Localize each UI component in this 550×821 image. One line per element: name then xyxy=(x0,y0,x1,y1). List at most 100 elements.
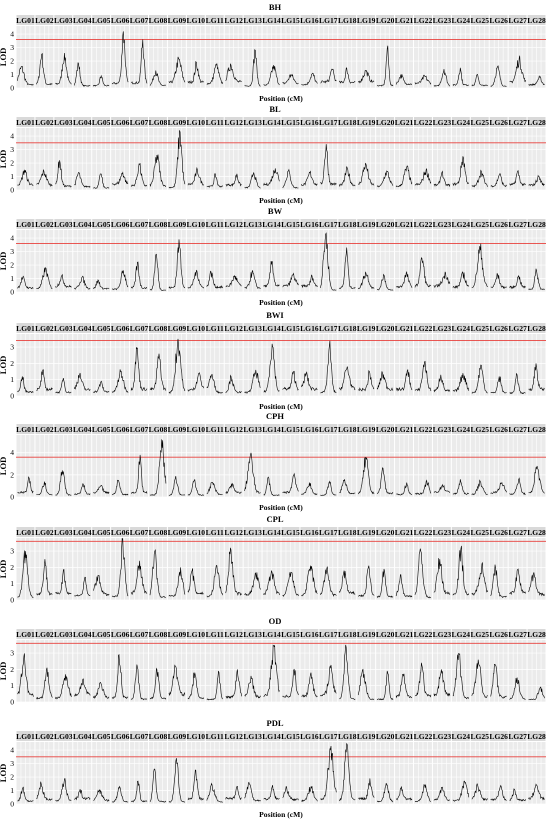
lg-strip xyxy=(432,424,451,434)
lg-strip xyxy=(35,424,54,434)
lg-strip xyxy=(243,117,262,127)
lg-strip xyxy=(395,323,413,333)
lod-trace-lg28 xyxy=(528,686,545,701)
lod-trace-lg15 xyxy=(282,571,299,597)
y-tick-label: 3 xyxy=(10,343,14,352)
lg-label: LG16 xyxy=(300,16,319,25)
lod-trace-lg02 xyxy=(36,559,53,596)
lg-strip xyxy=(281,731,300,741)
lod-trace-lg04 xyxy=(74,62,91,87)
lg-label: LG15 xyxy=(281,118,300,127)
lg-label: LG01 xyxy=(16,732,35,741)
lod-trace-lg05 xyxy=(93,789,110,802)
lod-trace-lg20 xyxy=(377,45,394,87)
lg-strip xyxy=(130,117,148,127)
lod-trace-lg05 xyxy=(93,173,110,189)
lg-strip xyxy=(395,219,413,229)
lg-strip xyxy=(54,424,73,434)
lg-strip xyxy=(186,219,205,229)
lg-strip xyxy=(527,527,546,537)
y-axis-label: LOD xyxy=(0,356,8,374)
y-axis-label: LOD xyxy=(0,560,8,578)
lod-trace-lg08 xyxy=(149,253,167,291)
lod-trace-lg24 xyxy=(452,373,470,393)
lg-label: LG20 xyxy=(376,16,395,25)
lod-trace-lg22 xyxy=(414,662,432,698)
lod-trace-lg16 xyxy=(301,786,318,802)
lod-trace-lg01 xyxy=(17,275,34,290)
lg-strip xyxy=(470,15,489,25)
lg-strip xyxy=(243,424,262,434)
lg-label: LG08 xyxy=(149,220,168,229)
lg-strip xyxy=(54,117,73,127)
lg-strip xyxy=(470,424,489,434)
lg-label: LG01 xyxy=(16,324,35,333)
lg-strip xyxy=(376,731,395,741)
lod-trace-lg03 xyxy=(55,674,72,700)
lod-trace-lg17 xyxy=(320,745,337,801)
lg-label: LG23 xyxy=(433,630,452,639)
lg-label: LG14 xyxy=(262,425,281,434)
lg-label: LG18 xyxy=(338,324,357,333)
lg-strip xyxy=(35,323,54,333)
lg-strip xyxy=(205,117,224,127)
lg-strip xyxy=(281,527,300,537)
y-tick-label: 0 xyxy=(10,698,14,707)
lod-trace-lg27 xyxy=(509,169,526,187)
lg-label: LG03 xyxy=(54,16,73,25)
lod-trace-lg25 xyxy=(471,243,488,288)
lg-strip xyxy=(149,424,167,434)
lod-trace-lg17 xyxy=(320,340,337,394)
lg-strip xyxy=(281,15,300,25)
lg-strip xyxy=(205,629,224,639)
lg-strip xyxy=(414,117,432,127)
lg-strip xyxy=(224,219,243,229)
lg-strip xyxy=(319,424,338,434)
y-tick-label: 2 xyxy=(10,470,14,479)
lod-trace-lg04 xyxy=(74,576,91,597)
lg-label: LG28 xyxy=(527,220,546,229)
lod-trace-lg12 xyxy=(225,547,242,597)
lg-label: LG18 xyxy=(338,528,357,537)
lg-strip xyxy=(319,219,338,229)
lod-trace-lg21 xyxy=(396,482,413,496)
lod-trace-lg19 xyxy=(357,668,375,700)
lg-label: LG09 xyxy=(168,324,187,333)
lod-trace-lg07 xyxy=(130,560,148,596)
lg-label: LG22 xyxy=(414,324,433,333)
lg-label: LG22 xyxy=(414,732,433,741)
lg-strip xyxy=(54,219,73,229)
lg-label: LG20 xyxy=(376,732,395,741)
lg-label: LG06 xyxy=(111,118,130,127)
lg-strip xyxy=(508,15,527,25)
lg-label: LG21 xyxy=(395,732,414,741)
lg-strip xyxy=(395,117,413,127)
lod-trace-lg12 xyxy=(225,786,242,801)
lg-strip xyxy=(224,527,243,537)
y-tick-label: 1 xyxy=(10,579,14,588)
lg-label: LG25 xyxy=(470,630,489,639)
lg-strip xyxy=(167,527,186,537)
lod-trace-lg17 xyxy=(320,480,337,496)
lod-trace-lg07 xyxy=(131,454,148,494)
lg-label: LG14 xyxy=(262,118,281,127)
lod-trace-lg28 xyxy=(528,174,545,187)
lod-trace-lg06 xyxy=(112,270,129,291)
lg-strip xyxy=(470,219,489,229)
lg-strip xyxy=(149,731,167,741)
y-tick-label: 3 xyxy=(10,43,14,52)
lod-trace-lg10 xyxy=(187,769,204,801)
lg-label: LG28 xyxy=(527,732,546,741)
lg-strip xyxy=(167,15,186,25)
lg-strip xyxy=(489,323,508,333)
lod-trace-lg28 xyxy=(528,268,545,291)
lod-trace-lg05 xyxy=(92,279,110,290)
lg-label: LG20 xyxy=(376,118,395,127)
lg-strip xyxy=(130,424,148,434)
lg-strip xyxy=(527,117,546,127)
lod-trace-lg23 xyxy=(433,271,451,288)
lod-trace-lg24 xyxy=(452,67,469,86)
lg-strip xyxy=(338,731,357,741)
